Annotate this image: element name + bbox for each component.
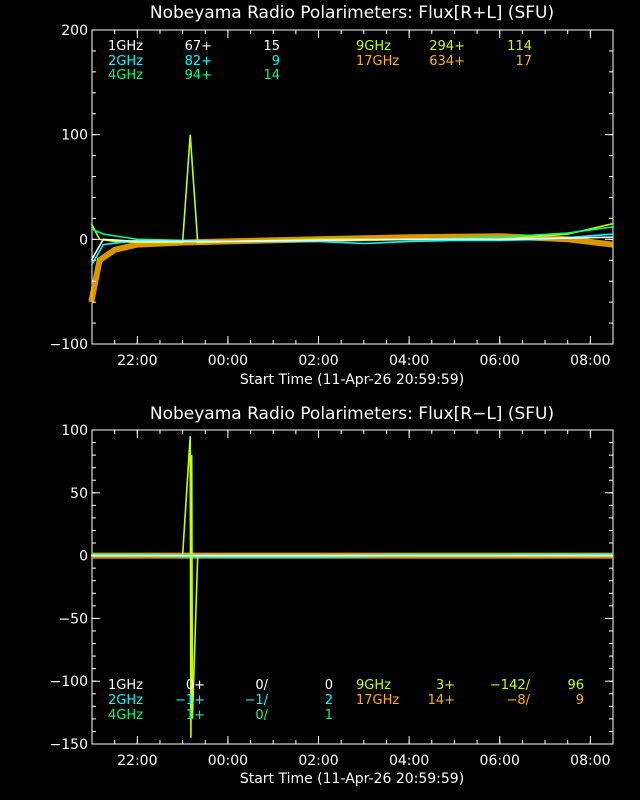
y-tick-label: 0 xyxy=(79,232,88,248)
legend-value: 3+ xyxy=(436,678,455,693)
x-tick-label: 04:00 xyxy=(389,353,429,369)
series-layer xyxy=(88,134,614,303)
x-axis: 22:00 00:00 02:00 04:00 06:00 08:00 xyxy=(91,430,614,769)
x-tick-label: 00:00 xyxy=(208,753,248,769)
y-tick-label: −150 xyxy=(50,737,88,753)
flux-diff-panel: Nobeyama Radio Polarimeters: Flux[R−L] (… xyxy=(50,404,614,787)
legend-value: 14 xyxy=(263,68,280,83)
chart-title: Nobeyama Radio Polarimeters: Flux[R−L] (… xyxy=(150,404,554,424)
legend-value: 0 xyxy=(325,678,333,693)
series-line-2ghz xyxy=(90,233,614,266)
x-axis: 22:00 00:00 02:00 04:00 06:00 08:00 xyxy=(91,30,614,369)
legend-label: 4GHz xyxy=(108,708,143,723)
chart-title: Nobeyama Radio Polarimeters: Flux[R+L] (… xyxy=(150,3,554,23)
legend-value: 0/ xyxy=(255,708,268,723)
legend-value: −1+ xyxy=(175,693,205,708)
legend-label: 1GHz xyxy=(108,39,143,54)
legend-value: 96 xyxy=(567,678,584,693)
series-layer xyxy=(91,436,614,738)
legend-label: 4GHz xyxy=(108,68,143,83)
legend-label: 17GHz xyxy=(356,693,399,708)
legend-label: 9GHz xyxy=(356,678,391,693)
x-tick-label: 06:00 xyxy=(480,353,520,369)
y-tick-label: −50 xyxy=(58,611,88,627)
legend-label: 17GHz xyxy=(356,54,399,69)
legend-value: 294+ xyxy=(429,39,465,54)
y-axis: 100 50 0 −50 −100 −150 xyxy=(50,423,613,753)
legend-label: 9GHz xyxy=(356,39,391,54)
x-tick-label: 08:00 xyxy=(570,353,610,369)
series-line-9ghz xyxy=(91,436,613,738)
legend-label: 1GHz xyxy=(108,678,143,693)
x-tick-label: 06:00 xyxy=(480,753,520,769)
legend: 1GHz 67+ 15 2GHz 82+ 9 4GHz 94+ 14 9GHz 294+ 114 17G… xyxy=(108,39,532,83)
x-tick-label: 08:00 xyxy=(570,753,610,769)
legend-value: 0+ xyxy=(186,678,205,693)
legend-value: 634+ xyxy=(429,54,465,69)
series-line-17ghz xyxy=(88,233,614,303)
legend-value: 9 xyxy=(576,693,584,708)
y-axis: 200 100 0 −100 xyxy=(50,23,613,353)
flux-sum-panel: Nobeyama Radio Polarimeters: Flux[R+L] (… xyxy=(50,3,614,388)
y-tick-label: −100 xyxy=(50,674,88,690)
legend-value: 15 xyxy=(263,39,280,54)
x-tick-label: 02:00 xyxy=(298,753,338,769)
x-tick-label: 04:00 xyxy=(389,753,429,769)
legend-value: 67+ xyxy=(185,39,212,54)
y-tick-label: 50 xyxy=(70,486,88,502)
x-tick-label: 22:00 xyxy=(117,753,157,769)
series-line-1ghz xyxy=(90,236,614,261)
y-tick-label: 100 xyxy=(61,423,88,439)
legend-value: 2 xyxy=(325,693,333,708)
plot-frame xyxy=(91,429,614,745)
plot-frame xyxy=(91,29,614,345)
legend-value: 114 xyxy=(507,39,532,54)
x-axis-label: Start Time (11-Apr-26 20:59:59) xyxy=(240,771,464,787)
series-line-9ghz xyxy=(90,134,614,244)
legend-value: −1/ xyxy=(244,693,268,708)
legend: 1GHz 0+ 0/0 2GHz −1+ −1/2 4GHz 1+ 0/1 9GHz 3+ −142/… xyxy=(108,678,584,723)
legend-value: 0/ xyxy=(255,678,268,693)
x-tick-label: 02:00 xyxy=(298,353,338,369)
y-tick-label: −100 xyxy=(50,337,88,353)
legend-value: −8/ xyxy=(506,693,530,708)
legend-value: 14+ xyxy=(428,693,455,708)
legend-value: 82+ xyxy=(185,54,212,69)
legend-value: 1+ xyxy=(186,708,205,723)
x-tick-label: 00:00 xyxy=(208,353,248,369)
legend-label: 2GHz xyxy=(108,54,143,69)
y-tick-label: 0 xyxy=(79,549,88,565)
x-axis-label: Start Time (11-Apr-26 20:59:59) xyxy=(240,372,464,388)
y-tick-label: 200 xyxy=(61,23,88,39)
legend-label: 2GHz xyxy=(108,693,143,708)
legend-value: 1 xyxy=(325,708,333,723)
legend-value: 94+ xyxy=(185,68,212,83)
y-tick-label: 100 xyxy=(61,128,88,144)
x-tick-label: 22:00 xyxy=(117,353,157,369)
legend-value: −142/ xyxy=(490,678,531,693)
legend-value: 17 xyxy=(515,54,532,69)
legend-value: 9 xyxy=(272,54,280,69)
